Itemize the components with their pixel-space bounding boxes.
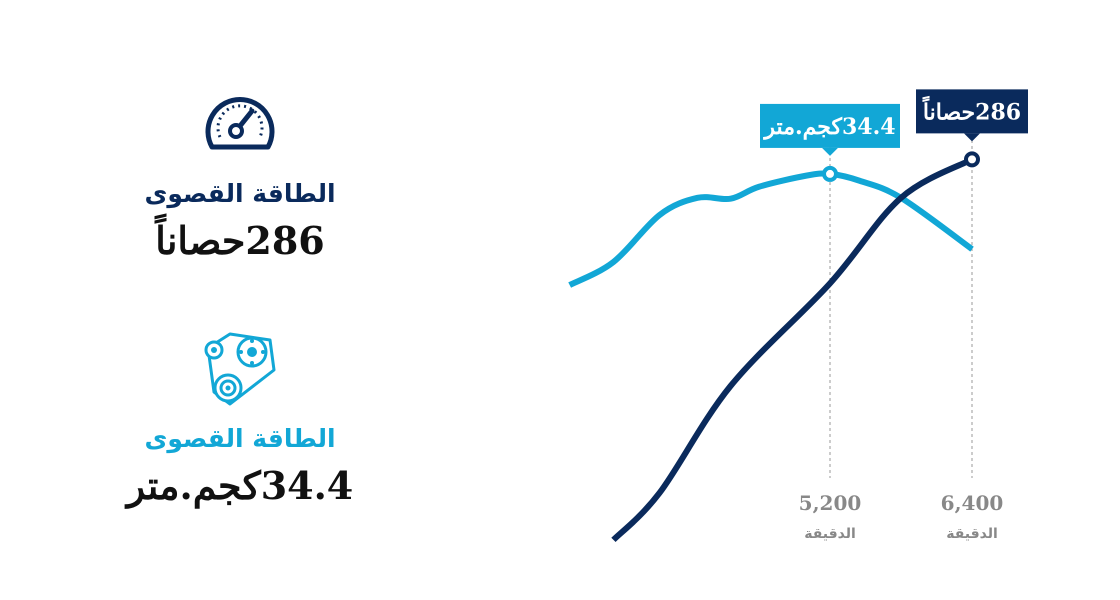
max-torque-stat: الطاقة القصوى 34.4كجم.متر: [120, 330, 360, 508]
speedometer-icon: [205, 97, 275, 150]
max-torque-value: 34.4كجم.متر: [126, 463, 354, 508]
max-torque-label: الطاقة القصوى: [144, 424, 336, 453]
torque-peak-callout: 34.4كجم.متر: [760, 103, 900, 156]
x-tick-unit: الدقيقة: [804, 526, 856, 542]
x-tick-label: 5,200: [799, 491, 862, 515]
power-peak-marker: [964, 151, 980, 168]
belt-pulley-icon: [204, 332, 276, 406]
max-power-value: 286حصاناً: [155, 218, 325, 263]
torque-line: [568, 170, 974, 288]
torque-peak-label: 34.4كجم.متر: [762, 114, 895, 140]
power-peak-label: 286حصاناً: [921, 96, 1021, 126]
torque-peak-marker: [822, 165, 838, 182]
max-power-label: الطاقة القصوى: [144, 179, 336, 208]
x-tick-label: 6,400: [941, 491, 1004, 515]
max-power-stat: الطاقة القصوى 286حصاناً: [140, 85, 340, 263]
x-tick-unit: الدقيقة: [946, 526, 998, 542]
power-peak-callout: 286حصاناً: [916, 89, 1028, 142]
power-line: [611, 156, 974, 542]
